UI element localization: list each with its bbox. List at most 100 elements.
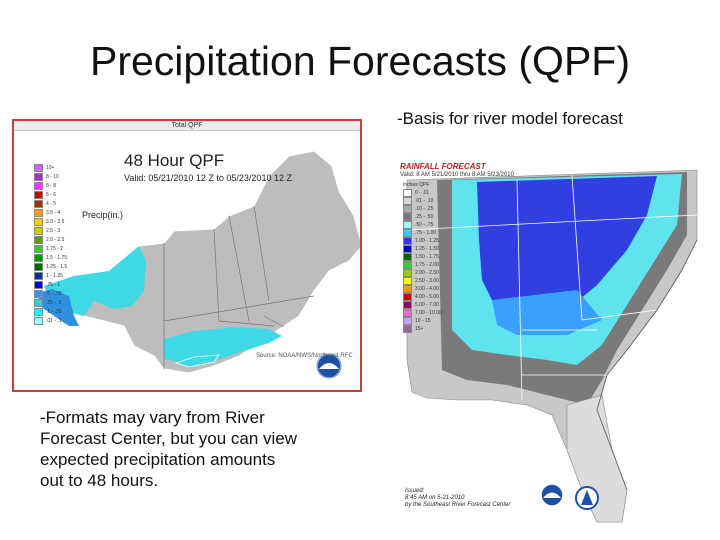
qpf-cyan-south xyxy=(164,327,282,363)
noaa-logo-icon xyxy=(540,483,564,507)
legend-label: 1.25 - 1.50 xyxy=(415,246,439,252)
legend-label: .75 - 1 xyxy=(46,281,61,288)
legend-item: 7.00 - 10.00 xyxy=(403,309,442,317)
legend-swatch xyxy=(403,261,412,269)
legend-swatch xyxy=(34,289,43,298)
legend-item: .25 - .5 xyxy=(34,298,67,307)
legend-swatch xyxy=(34,181,43,190)
legend-label: 2.00 - 2.50 xyxy=(415,270,439,276)
legend-label: 1.00 - 1.25 xyxy=(415,238,439,244)
map-source: Source: NOAA/NWS/Northeast RFC xyxy=(256,353,353,359)
legend-label: 1 - 1.25 xyxy=(46,272,63,279)
legend-swatch xyxy=(403,189,412,197)
legend-swatch xyxy=(403,221,412,229)
legend-item: .01 - .10 xyxy=(403,197,442,205)
legend-item: 6 - 8 xyxy=(34,181,67,190)
legend-label: .01 - .1 xyxy=(46,317,62,324)
legend-item: 2.5 - 3 xyxy=(34,226,67,235)
legend-label: .25 - .5 xyxy=(46,299,62,306)
legend-swatch xyxy=(403,293,412,301)
southeast-map-graphic xyxy=(406,169,698,523)
slide-title: Precipitation Forecasts (QPF) xyxy=(90,38,630,84)
legend-label: 2.50 - 3.00 xyxy=(415,278,439,284)
noaa-logo-icon xyxy=(316,353,342,379)
legend-item: 2.50 - 3.00 xyxy=(403,277,442,285)
legend-swatch xyxy=(403,285,412,293)
legend-swatch xyxy=(403,205,412,213)
rainfall-source: Issued: 8:45 AM on 5-21-2010 by the Sout… xyxy=(405,488,510,509)
qpf-blue-west xyxy=(38,289,79,326)
legend-item: 0 - .01 xyxy=(403,189,442,197)
legend-label: 1.5 - 1.75 xyxy=(46,254,68,261)
northeast-map-graphic xyxy=(38,150,360,379)
legend-label: 1.25 - 1.5 xyxy=(46,263,68,270)
legend-item: 1.25 - 1.50 xyxy=(403,245,442,253)
legend-item: 2.0 - 2.5 xyxy=(34,235,67,244)
rainfall-legend: Inches QPF 0 - .01 .01 - .10 .10 - .25 .25 … xyxy=(403,182,442,333)
legend-item: 5 - 6 xyxy=(34,190,67,199)
legend-label: .25 - .50 xyxy=(415,214,434,220)
map-title: 48 Hour QPF xyxy=(124,151,225,170)
legend-item: 4.00 - 5.00 xyxy=(403,293,442,301)
legend-item: 2.00 - 2.50 xyxy=(403,269,442,277)
legend-swatch xyxy=(34,280,43,289)
legend-label: .5 - .75 xyxy=(46,290,62,297)
long-island xyxy=(174,354,220,368)
note-basis: -Basis for river model forecast xyxy=(397,109,623,128)
legend-label: 15+ xyxy=(415,326,424,332)
legend-label: 3.00 - 4.00 xyxy=(415,286,439,292)
legend-swatch xyxy=(34,208,43,217)
legend-label: 2.5 - 3 xyxy=(46,227,61,234)
qpf-legend: 10+ 8 - 10 6 - 8 5 - 6 4 - 5 3.5 - 4 3.0 - 3.5… xyxy=(34,163,67,325)
northeast-land xyxy=(43,150,360,374)
legend-label: 1.50 - 1.75 xyxy=(415,254,439,260)
legend-item: .5 - .75 xyxy=(34,289,67,298)
legend-item: 10+ xyxy=(34,163,67,172)
legend-label: 1.75 - 2.00 xyxy=(415,262,439,268)
legend-swatch xyxy=(34,235,43,244)
legend-swatch xyxy=(34,163,43,172)
legend-swatch xyxy=(34,307,43,316)
issued-by: by the Southeast River Forecast Center xyxy=(405,502,511,508)
legend-title: Inches QPF xyxy=(403,182,430,188)
map-valid-range: Valid: 05/21/2010 12 Z to 05/23/2010 12 … xyxy=(124,173,292,183)
map-header-bar: Total QPF xyxy=(14,121,360,131)
legend-swatch xyxy=(34,217,43,226)
legend-swatch xyxy=(34,199,43,208)
legend-item: 1.75 - 2.00 xyxy=(403,261,442,269)
legend-item: 3.00 - 4.00 xyxy=(403,285,442,293)
legend-item: 1 - 1.25 xyxy=(34,271,67,280)
legend-swatch xyxy=(403,237,412,245)
legend-swatch xyxy=(403,325,412,333)
legend-item: .25 - .50 xyxy=(403,213,442,221)
legend-swatch xyxy=(403,213,412,221)
legend-swatch xyxy=(403,317,412,325)
rainfall-forecast-map: RAINFALL FORECAST Valid: 8 AM 5/21/2010 … xyxy=(397,160,705,528)
legend-swatch xyxy=(34,316,43,325)
legend-swatch xyxy=(34,226,43,235)
legend-item: .75 - 1.00 xyxy=(403,229,442,237)
qpf-48-hour-map: Total QPF 48 Hour QPF Valid: 05/21/2010 … xyxy=(12,119,362,392)
issued-label: Issued: xyxy=(405,488,425,494)
legend-label: 7.00 - 10.00 xyxy=(415,310,442,316)
legend-label: .1 - .25 xyxy=(46,308,62,315)
nws-logo-icon xyxy=(575,486,599,510)
legend-item: 1.25 - 1.5 xyxy=(34,262,67,271)
precip-unit-label: Precip(in.) xyxy=(82,210,124,220)
legend-item: 5.00 - 7.00 xyxy=(403,301,442,309)
legend-swatch xyxy=(34,271,43,280)
legend-item: .1 - .25 xyxy=(34,307,67,316)
legend-label: 1.75 - 2 xyxy=(46,245,63,252)
legend-swatch xyxy=(34,298,43,307)
legend-item: .01 - .1 xyxy=(34,316,67,325)
legend-swatch xyxy=(403,229,412,237)
note-formats: -Formats may vary from River Forecast Ce… xyxy=(40,408,298,490)
qpf-blue-core xyxy=(477,176,657,315)
legend-label: 6 - 8 xyxy=(46,182,57,189)
legend-item: 1.00 - 1.25 xyxy=(403,237,442,245)
legend-item: 10 - 15 xyxy=(403,317,442,325)
legend-item: 3.0 - 3.5 xyxy=(34,217,67,226)
legend-item: .50 - .75 xyxy=(403,221,442,229)
legend-label: 3.5 - 4 xyxy=(46,209,61,216)
legend-swatch xyxy=(403,269,412,277)
